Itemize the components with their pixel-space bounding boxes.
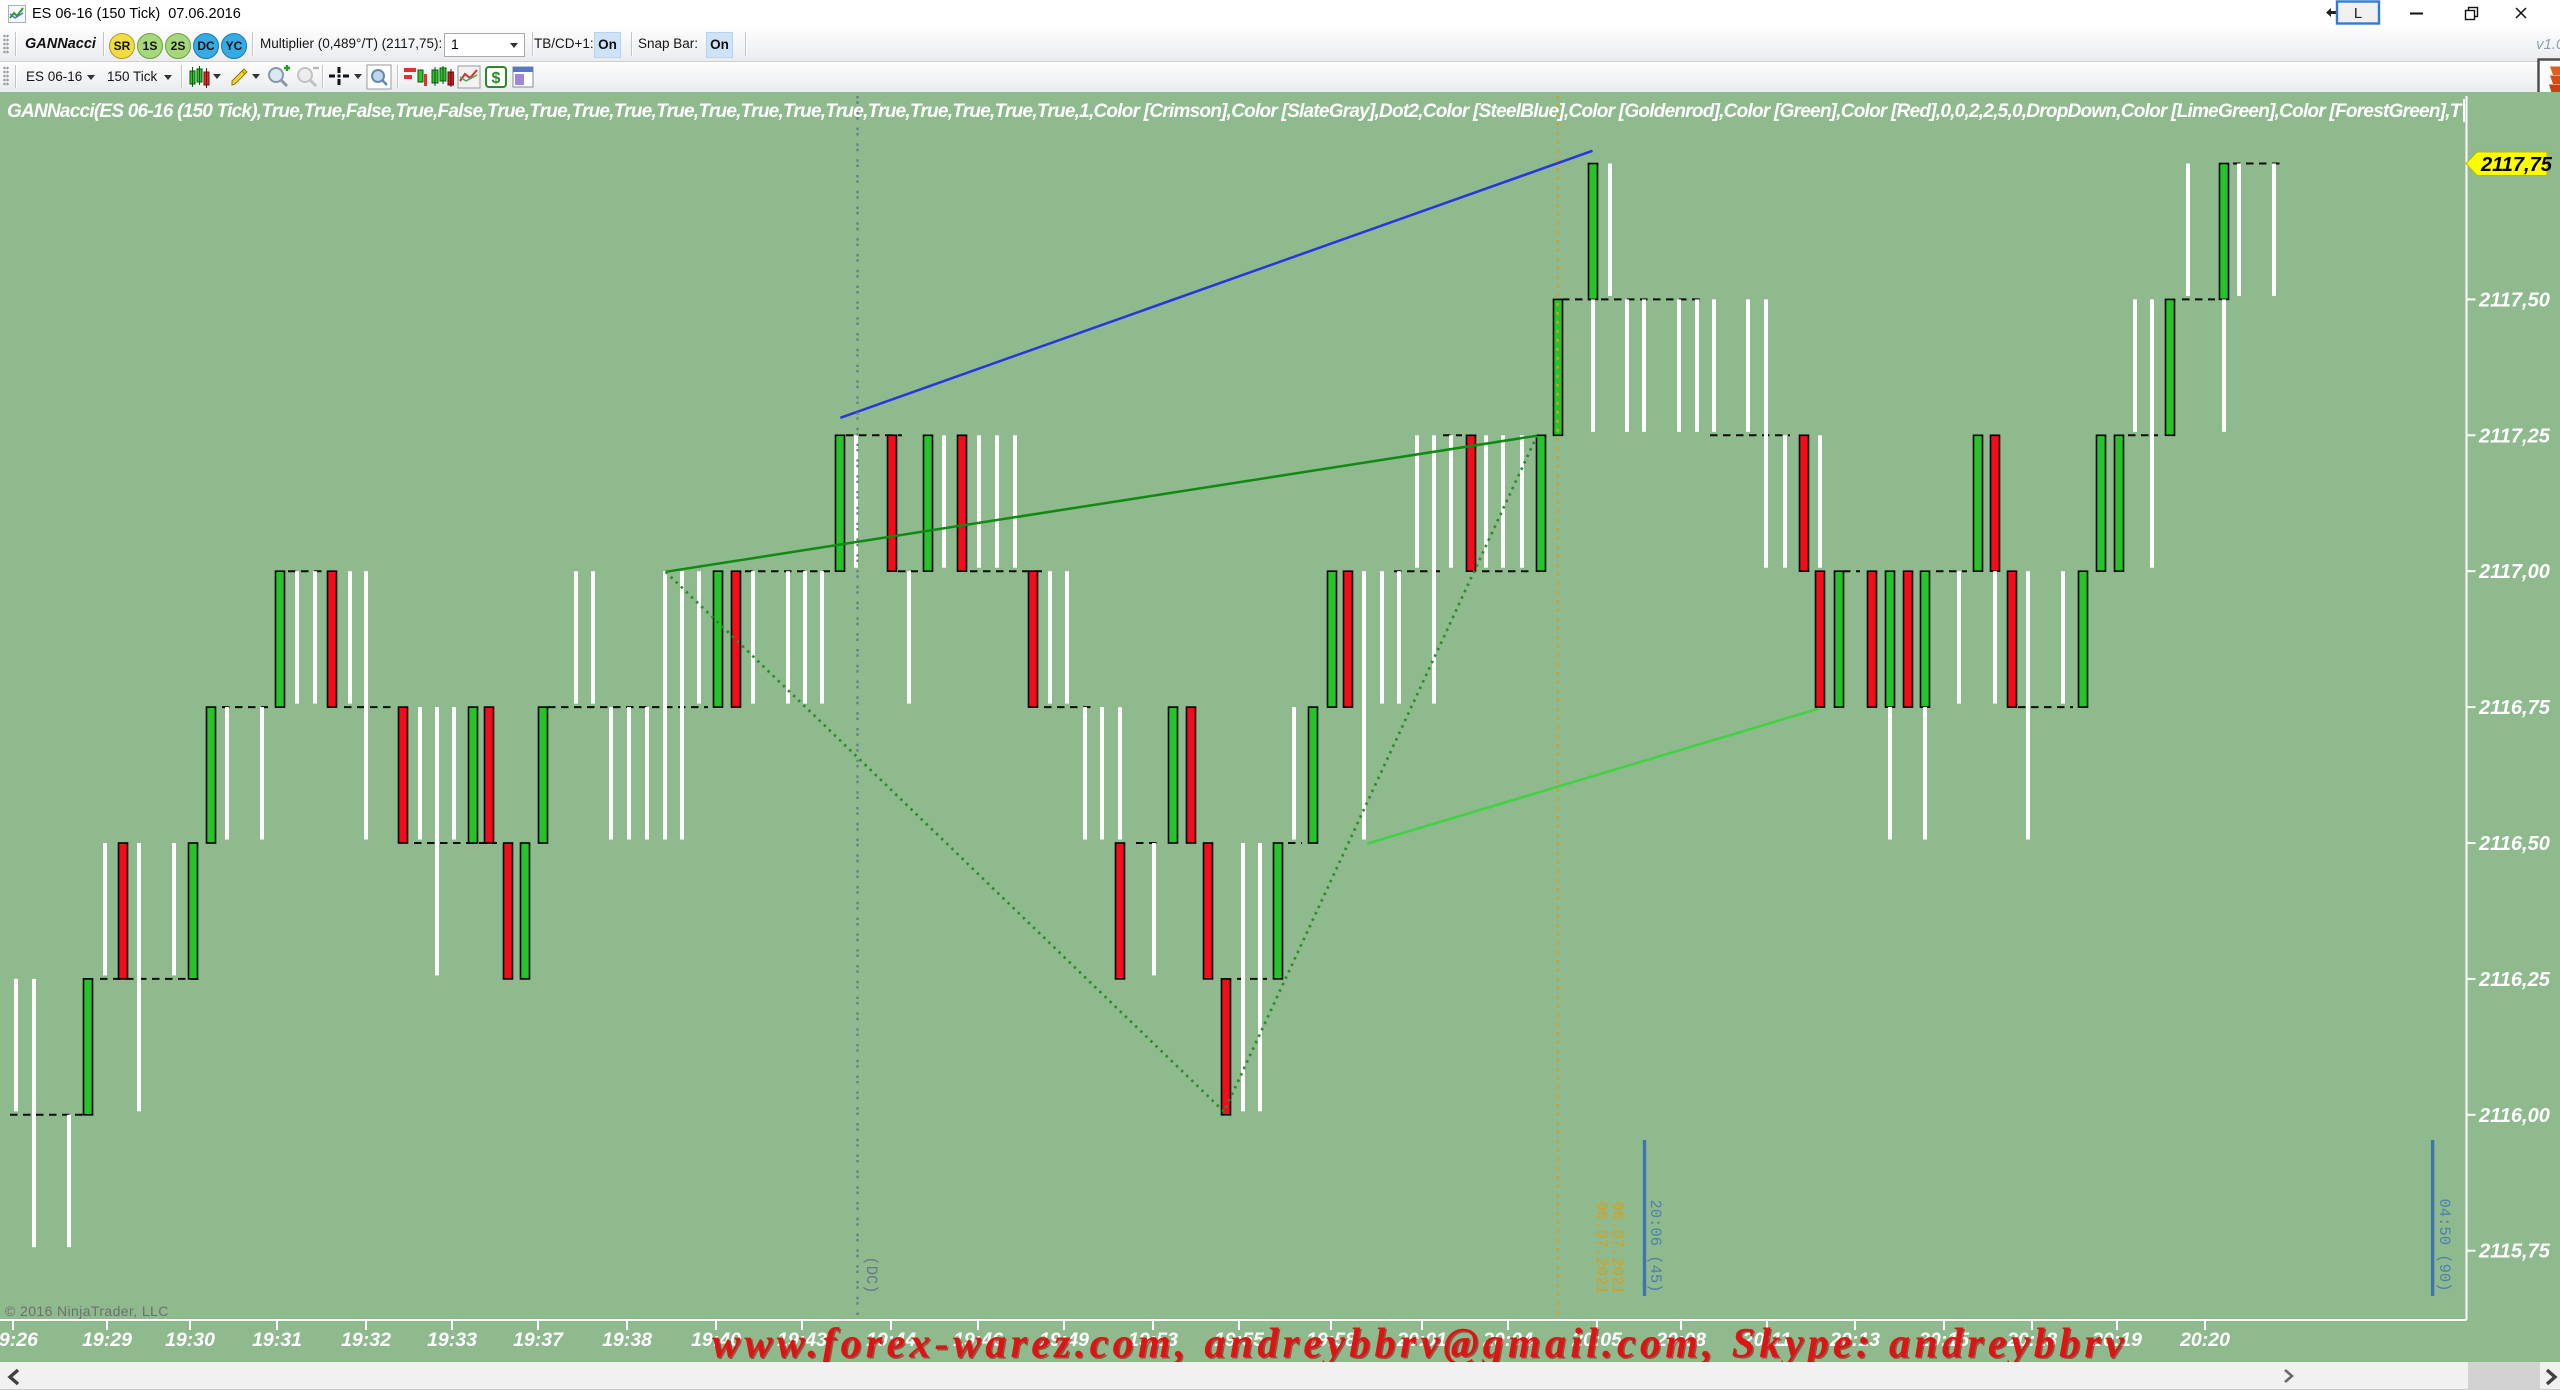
svg-text:20:01: 20:01	[1396, 1329, 1447, 1351]
svg-text:20:04: 20:04	[1482, 1329, 1533, 1351]
svg-text:19:49: 19:49	[1039, 1329, 1089, 1351]
svg-text:19:46: 19:46	[953, 1329, 1003, 1351]
svg-text:19:26: 19:26	[0, 1329, 38, 1351]
svg-text:19:32: 19:32	[341, 1329, 391, 1351]
svg-text:19:30: 19:30	[165, 1329, 215, 1351]
svg-text:2117,50: 2117,50	[2478, 289, 2550, 311]
svg-text:$: $	[492, 70, 501, 87]
svg-text:19:58: 19:58	[1306, 1329, 1356, 1351]
svg-text:2116,50: 2116,50	[2478, 833, 2550, 855]
svg-text:2117,75: 2117,75	[2480, 154, 2553, 176]
svg-text:20:06 (45): 20:06 (45)	[1646, 1199, 1664, 1292]
svg-text:19:44: 19:44	[866, 1329, 916, 1351]
svg-text:19:33: 19:33	[427, 1329, 477, 1351]
svg-text:(DC): (DC)	[862, 1256, 880, 1293]
svg-text:2117,00: 2117,00	[2478, 561, 2550, 583]
svg-text:19:53: 19:53	[1128, 1329, 1178, 1351]
svg-text:19:29: 19:29	[82, 1329, 132, 1351]
svg-text:2117,25: 2117,25	[2478, 425, 2551, 447]
svg-text:19:40: 19:40	[691, 1329, 741, 1351]
svg-text:19:38: 19:38	[602, 1329, 652, 1351]
svg-text:© 2016 NinjaTrader, LLC: © 2016 NinjaTrader, LLC	[5, 1303, 169, 1319]
svg-text:GANNacci(ES 06-16 (150 Tick),T: GANNacci(ES 06-16 (150 Tick),True,True,F…	[7, 101, 2463, 122]
svg-text:19:31: 19:31	[252, 1329, 302, 1351]
svg-text:20:05: 20:05	[1571, 1329, 1623, 1351]
svg-text:20:20: 20:20	[2179, 1329, 2230, 1351]
svg-text:20:19: 20:19	[2091, 1329, 2142, 1351]
svg-text:06.07.2021: 06.07.2021	[1592, 1201, 1610, 1294]
svg-text:06.07.2021: 06.07.2021	[1608, 1201, 1626, 1294]
svg-text:2116,00: 2116,00	[2478, 1105, 2550, 1127]
svg-text:20:15: 20:15	[1918, 1329, 1970, 1351]
svg-text:19:55: 19:55	[1214, 1329, 1265, 1351]
svg-text:2115,75: 2115,75	[2478, 1241, 2551, 1263]
svg-text:2116,75: 2116,75	[2478, 697, 2551, 719]
svg-text:L: L	[2354, 5, 2362, 22]
svg-text:20:13: 20:13	[1829, 1329, 1880, 1351]
svg-text:20:08: 20:08	[1655, 1329, 1706, 1351]
svg-text:19:43: 19:43	[777, 1329, 827, 1351]
svg-text:20:18: 20:18	[2006, 1329, 2057, 1351]
svg-text:20:11: 20:11	[1742, 1329, 1791, 1351]
svg-text:19:37: 19:37	[513, 1329, 564, 1351]
svg-text:2116,25: 2116,25	[2478, 969, 2551, 991]
svg-text:04:50 (90): 04:50 (90)	[2435, 1198, 2453, 1291]
svg-text:www.forex-warez.com, andreybbr: www.forex-warez.com, andreybbrv@gmail.co…	[712, 1321, 2128, 1367]
